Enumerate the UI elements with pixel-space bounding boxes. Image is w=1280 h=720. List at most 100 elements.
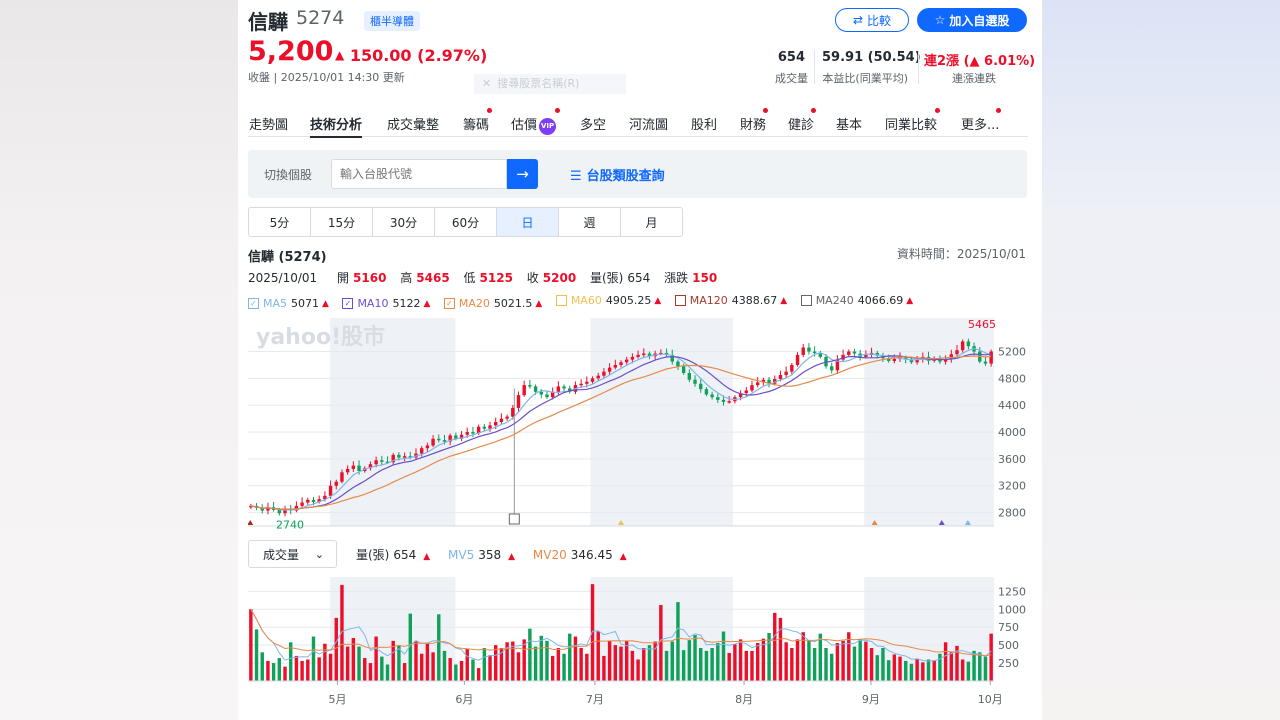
candle — [704, 389, 709, 395]
volume-bar — [693, 635, 697, 681]
candle — [807, 347, 811, 352]
tab-more[interactable]: 更多... — [961, 108, 1001, 133]
indicator-select[interactable]: 成交量 ⌄ — [248, 540, 337, 568]
candle — [960, 341, 965, 351]
volume-bar — [539, 635, 543, 681]
volume-bar — [271, 663, 276, 681]
volume-bar — [357, 646, 361, 681]
volume-chart[interactable]: 250 500 750 1000 1250 5月 6月 7月 8月 9月 10月 — [248, 577, 1038, 720]
sector-browse-link[interactable]: ☰ 台股類股查詢 — [570, 165, 665, 184]
volume-bar — [408, 613, 413, 681]
tab-trend[interactable]: 走勢圖 — [249, 118, 289, 133]
period-month[interactable]: 月 — [645, 215, 658, 230]
price-chart[interactable]: 2800 3200 3600 4000 4400 4800 5200 yahoo!股市 5465… — [248, 318, 1038, 532]
candle — [590, 378, 595, 382]
volume-bar — [642, 648, 646, 681]
period-week[interactable]: 週 — [559, 208, 621, 236]
volume-bar — [442, 650, 447, 681]
volume-bar — [738, 639, 743, 681]
tab-bull-bear[interactable]: 多空 — [580, 118, 607, 133]
change-label: 漲跌 — [664, 271, 689, 285]
volume-bar — [573, 636, 578, 681]
page-background-right — [1042, 0, 1280, 720]
tab-financials[interactable]: 財務 — [740, 108, 768, 133]
candle — [499, 418, 504, 422]
candle — [761, 379, 766, 383]
tab-peer-comparison[interactable]: 同業比較 — [885, 108, 940, 133]
candle — [676, 361, 680, 367]
volume-bar — [761, 638, 766, 681]
volume-bar — [437, 614, 441, 681]
mv-line-ma20 — [250, 609, 992, 657]
ma120-toggle[interactable]: MA120 4388.67 ▲ — [674, 294, 787, 307]
x-tick-label: 7月 — [586, 693, 604, 706]
candle — [488, 425, 492, 429]
tab-diagnosis[interactable]: 健診 — [788, 108, 816, 133]
tab-river-chart[interactable]: 河流圖 — [629, 118, 669, 133]
volume-bar — [533, 646, 538, 681]
volume-bar — [938, 653, 942, 681]
ma60-toggle[interactable]: MA60 4905.25 ▲ — [555, 294, 661, 307]
tab-technical[interactable]: 技術分析 — [310, 114, 363, 138]
volume-bar — [943, 642, 948, 681]
signal-marker — [618, 520, 624, 525]
period-15min[interactable]: 15分 — [311, 208, 373, 236]
checkbox-unchecked-icon — [800, 295, 812, 306]
add-watchlist-button[interactable]: ☆ 加入自選股 — [917, 8, 1027, 32]
period-5min[interactable]: 5分 — [249, 208, 311, 236]
candle — [431, 438, 435, 446]
candle — [528, 385, 532, 387]
candle — [693, 379, 697, 384]
ma10-toggle[interactable]: ✓ MA10 5122 ▲ — [342, 297, 430, 310]
volume-bar — [898, 656, 902, 681]
ma20-toggle[interactable]: ✓ MA20 5021.5 ▲ — [443, 297, 542, 310]
volume-bar — [402, 663, 407, 681]
ma240-toggle[interactable]: MA240 4066.69 ▲ — [800, 294, 913, 307]
candle — [607, 367, 612, 372]
compare-button[interactable]: ⇄ 比較 — [835, 8, 909, 32]
volume-bar — [516, 652, 521, 681]
candle — [505, 416, 509, 419]
candle — [465, 432, 469, 435]
close-icon: ✕ — [482, 77, 492, 90]
volume-bar — [522, 639, 526, 681]
tab-chips[interactable]: 籌碼 — [463, 108, 492, 133]
candle — [482, 426, 487, 429]
industry-tag[interactable]: 櫃半導體 — [364, 11, 420, 31]
tab-dividend[interactable]: 股利 — [691, 118, 718, 133]
crosshair-marker — [508, 513, 520, 525]
candle — [351, 465, 356, 469]
y-tick-label: 5200 — [998, 346, 1026, 359]
candle — [778, 375, 783, 380]
tab-valuation[interactable]: 估價 VIP — [511, 108, 560, 135]
arrow-right-icon: → — [516, 165, 529, 183]
vol-tick-label: 750 — [998, 621, 1019, 634]
candle — [568, 388, 572, 392]
volume-bar — [721, 631, 726, 681]
candle — [596, 375, 600, 379]
candle — [471, 432, 475, 434]
volume-bar — [807, 640, 811, 681]
volume-bar — [659, 604, 663, 681]
period-day[interactable]: 日 — [497, 208, 559, 236]
candle — [545, 394, 549, 398]
candle — [522, 385, 526, 396]
period-30min[interactable]: 30分 — [373, 208, 435, 236]
volume-bar — [505, 642, 509, 681]
volume-bar — [824, 648, 828, 681]
ma5-toggle[interactable]: ✓ MA5 5071 ▲ — [248, 297, 329, 310]
tab-trading-summary[interactable]: 成交彙整 — [387, 118, 440, 133]
tab-basic[interactable]: 基本 — [836, 118, 863, 133]
period-60min[interactable]: 60分 — [435, 208, 497, 236]
vol-tick-label: 250 — [998, 657, 1019, 670]
candle — [812, 351, 817, 354]
stock-code-input[interactable] — [331, 159, 507, 189]
candle — [249, 505, 253, 508]
add-watchlist-label: 加入自選股 — [949, 13, 1010, 28]
candle — [744, 390, 748, 394]
candle — [311, 499, 316, 502]
volume-bar — [778, 617, 783, 681]
search-go-button[interactable]: → — [507, 159, 538, 189]
candle — [419, 448, 424, 454]
watermark: yahoo!股市 — [256, 324, 385, 350]
